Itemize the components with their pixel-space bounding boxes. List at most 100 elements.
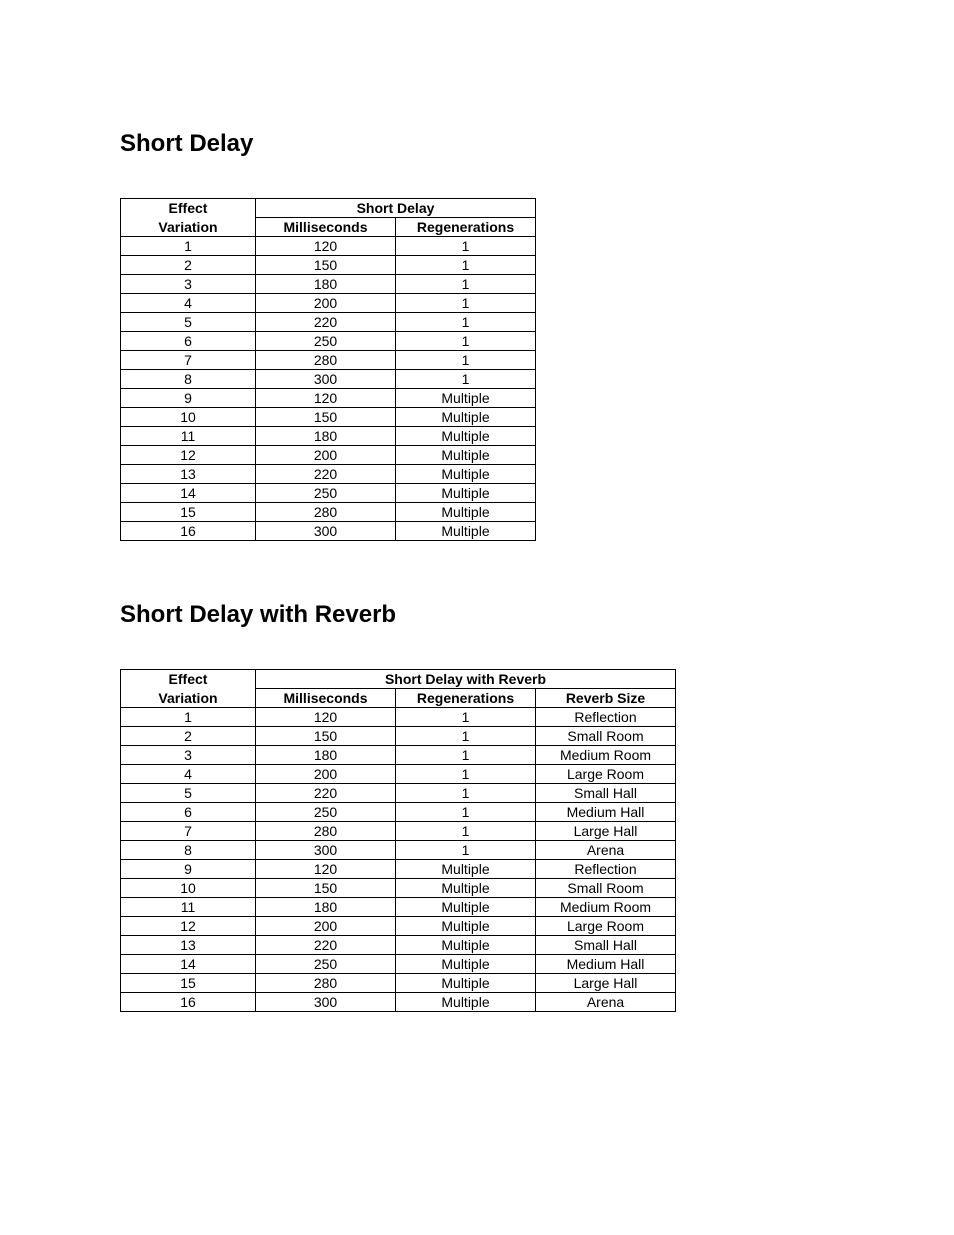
col-header-milliseconds: Milliseconds [256, 218, 396, 237]
table-cell: 250 [256, 484, 396, 503]
table-cell: Multiple [396, 484, 536, 503]
table-cell: 1 [396, 351, 536, 370]
table-row: 42001Large Room [121, 765, 676, 784]
table-cell: 180 [256, 427, 396, 446]
table-cell: 2 [121, 727, 256, 746]
table-row: 11201Reflection [121, 708, 676, 727]
table-cell: Medium Hall [536, 955, 676, 974]
table-row: 16300Multiple [121, 522, 536, 541]
table-cell: 180 [256, 275, 396, 294]
table-row: 31801Medium Room [121, 746, 676, 765]
table-row: 11180Multiple [121, 427, 536, 446]
col-header-reverb-size: Reverb Size [536, 689, 676, 708]
table-cell: 1 [396, 803, 536, 822]
table-header: Effect Short Delay Variation Millisecond… [121, 199, 536, 237]
table-row: 14250Multiple [121, 484, 536, 503]
table-cell: 4 [121, 765, 256, 784]
table-row: 15280MultipleLarge Hall [121, 974, 676, 993]
table-cell: 1 [396, 727, 536, 746]
table-row: 10150Multiple [121, 408, 536, 427]
table-cell: 300 [256, 841, 396, 860]
table-row: 13220Multiple [121, 465, 536, 484]
col-header-effect: Effect [121, 670, 256, 689]
table-header-row: Variation Milliseconds Regenerations [121, 218, 536, 237]
table-cell: Multiple [396, 446, 536, 465]
table-cell: 200 [256, 765, 396, 784]
col-header-milliseconds: Milliseconds [256, 689, 396, 708]
table-row: 31801 [121, 275, 536, 294]
table-cell: 120 [256, 237, 396, 256]
table-cell: Multiple [396, 465, 536, 484]
table-cell: 3 [121, 275, 256, 294]
table-cell: Multiple [396, 879, 536, 898]
table-cell: Arena [536, 841, 676, 860]
table-cell: 150 [256, 727, 396, 746]
table-row: 9120MultipleReflection [121, 860, 676, 879]
table-cell: Multiple [396, 955, 536, 974]
table-cell: Multiple [396, 936, 536, 955]
table-cell: Large Hall [536, 974, 676, 993]
table-cell: Medium Room [536, 898, 676, 917]
table-cell: Large Hall [536, 822, 676, 841]
table-cell: Multiple [396, 860, 536, 879]
col-header-effect: Effect [121, 199, 256, 218]
table-row: 83001 [121, 370, 536, 389]
table-cell: 15 [121, 503, 256, 522]
table-cell: 5 [121, 313, 256, 332]
table-cell: 16 [121, 522, 256, 541]
table-cell: 7 [121, 822, 256, 841]
table-cell: 250 [256, 803, 396, 822]
table-cell: Small Room [536, 879, 676, 898]
table-cell: Multiple [396, 389, 536, 408]
table-cell: 1 [396, 275, 536, 294]
table-cell: 1 [121, 237, 256, 256]
table-body: 11201Reflection21501Small Room31801Mediu… [121, 708, 676, 1012]
table-cell: Small Hall [536, 936, 676, 955]
table-cell: 1 [396, 237, 536, 256]
table-row: 9120Multiple [121, 389, 536, 408]
table-cell: 3 [121, 746, 256, 765]
table-cell: 220 [256, 465, 396, 484]
table-row: 12200Multiple [121, 446, 536, 465]
table-cell: 15 [121, 974, 256, 993]
table-cell: 14 [121, 955, 256, 974]
table-cell: 220 [256, 313, 396, 332]
table-cell: Medium Room [536, 746, 676, 765]
table-cell: 9 [121, 860, 256, 879]
section-title: Short Delay [120, 130, 954, 158]
table-header-row: Effect Short Delay [121, 199, 536, 218]
table-cell: 11 [121, 427, 256, 446]
table-row: 72801Large Hall [121, 822, 676, 841]
table-row: 62501Medium Hall [121, 803, 676, 822]
section-short-delay: Short Delay Effect Short Delay Variation… [120, 130, 954, 541]
col-header-regenerations: Regenerations [396, 218, 536, 237]
table-cell: 1 [396, 332, 536, 351]
table-cell: Large Room [536, 917, 676, 936]
table-cell: Multiple [396, 427, 536, 446]
col-header-regenerations: Regenerations [396, 689, 536, 708]
table-cell: 300 [256, 993, 396, 1012]
table-cell: 4 [121, 294, 256, 313]
table-cell: 1 [396, 841, 536, 860]
table-row: 72801 [121, 351, 536, 370]
table-row: 14250MultipleMedium Hall [121, 955, 676, 974]
table-cell: 280 [256, 822, 396, 841]
table-header: Effect Short Delay with Reverb Variation… [121, 670, 676, 708]
table-cell: 8 [121, 841, 256, 860]
table-cell: 150 [256, 879, 396, 898]
table-row: 52201Small Hall [121, 784, 676, 803]
table-cell: 13 [121, 936, 256, 955]
table-cell: Small Room [536, 727, 676, 746]
table-cell: Multiple [396, 898, 536, 917]
table-row: 21501Small Room [121, 727, 676, 746]
table-row: 11201 [121, 237, 536, 256]
table-cell: Small Hall [536, 784, 676, 803]
table-cell: Reflection [536, 860, 676, 879]
table-row: 13220MultipleSmall Hall [121, 936, 676, 955]
table-cell: Medium Hall [536, 803, 676, 822]
col-header-variation: Variation [121, 218, 256, 237]
table-cell: 1 [396, 370, 536, 389]
table-header-row: Effect Short Delay with Reverb [121, 670, 676, 689]
table-cell: Multiple [396, 503, 536, 522]
section-title: Short Delay with Reverb [120, 601, 954, 629]
